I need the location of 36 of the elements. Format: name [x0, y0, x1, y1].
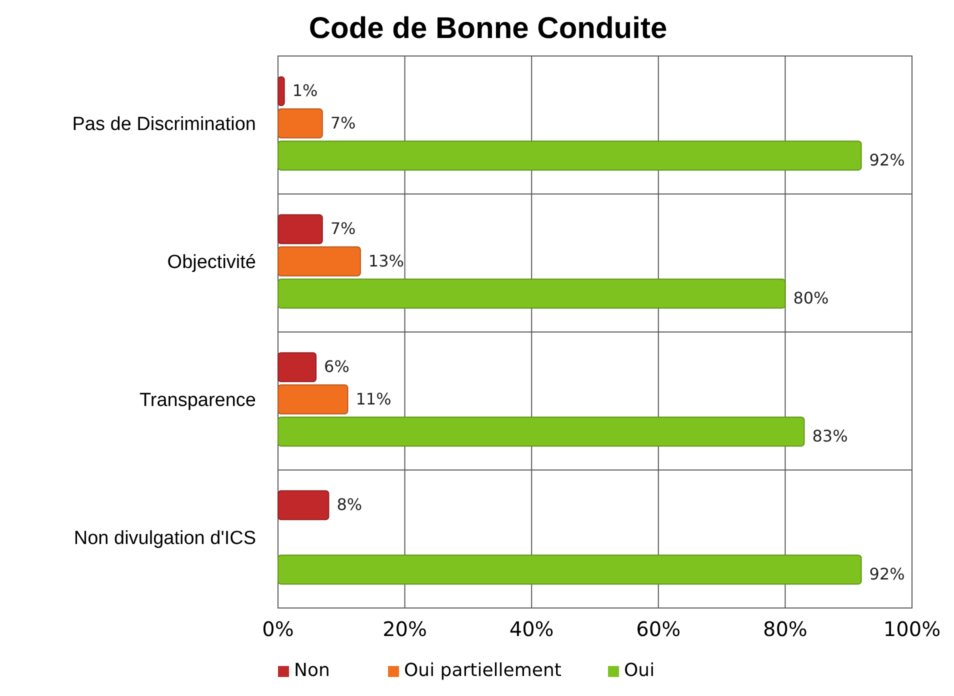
- bar: [278, 384, 348, 414]
- y-tick-label: Non divulgation d'ICS: [74, 528, 256, 550]
- legend-label: Oui partiellement: [404, 660, 562, 681]
- x-tick-label: 20%: [382, 617, 428, 641]
- data-label: 8%: [336, 495, 362, 514]
- bar: [278, 76, 285, 106]
- data-label: 13%: [368, 251, 404, 270]
- x-tick-label: 60%: [636, 617, 681, 641]
- bar: [278, 108, 323, 138]
- data-label: 11%: [356, 389, 392, 408]
- bar: [278, 416, 805, 447]
- data-label: 80%: [793, 288, 829, 308]
- data-label: 83%: [812, 426, 848, 446]
- y-tick-label: Pas de Discrimination: [72, 114, 256, 136]
- bar: [278, 278, 786, 309]
- data-label: 92%: [869, 564, 905, 584]
- bar: [278, 352, 317, 382]
- x-tick-label: 0%: [262, 617, 294, 641]
- chart-title: Code de Bonne Conduite: [308, 12, 668, 45]
- data-label: 7%: [330, 219, 356, 238]
- bar: [278, 214, 323, 244]
- y-tick-label: Transparence: [139, 390, 256, 412]
- x-tick-label: 80%: [762, 617, 808, 641]
- data-label: 1%: [292, 81, 318, 100]
- bar: [278, 554, 862, 585]
- data-label: 92%: [869, 150, 905, 170]
- legend-label: Non: [294, 660, 330, 681]
- bar: [278, 490, 330, 520]
- x-tick-label: 40%: [509, 617, 554, 641]
- y-tick-label: Objectivité: [167, 252, 256, 274]
- legend-label: Oui: [624, 660, 655, 681]
- data-label: 7%: [330, 113, 356, 132]
- x-tick-label: 100%: [883, 617, 941, 641]
- bar: [278, 140, 862, 171]
- bar: [278, 246, 361, 276]
- data-label: 6%: [324, 357, 350, 376]
